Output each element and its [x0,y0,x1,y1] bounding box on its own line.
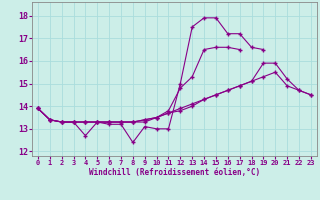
X-axis label: Windchill (Refroidissement éolien,°C): Windchill (Refroidissement éolien,°C) [89,168,260,177]
